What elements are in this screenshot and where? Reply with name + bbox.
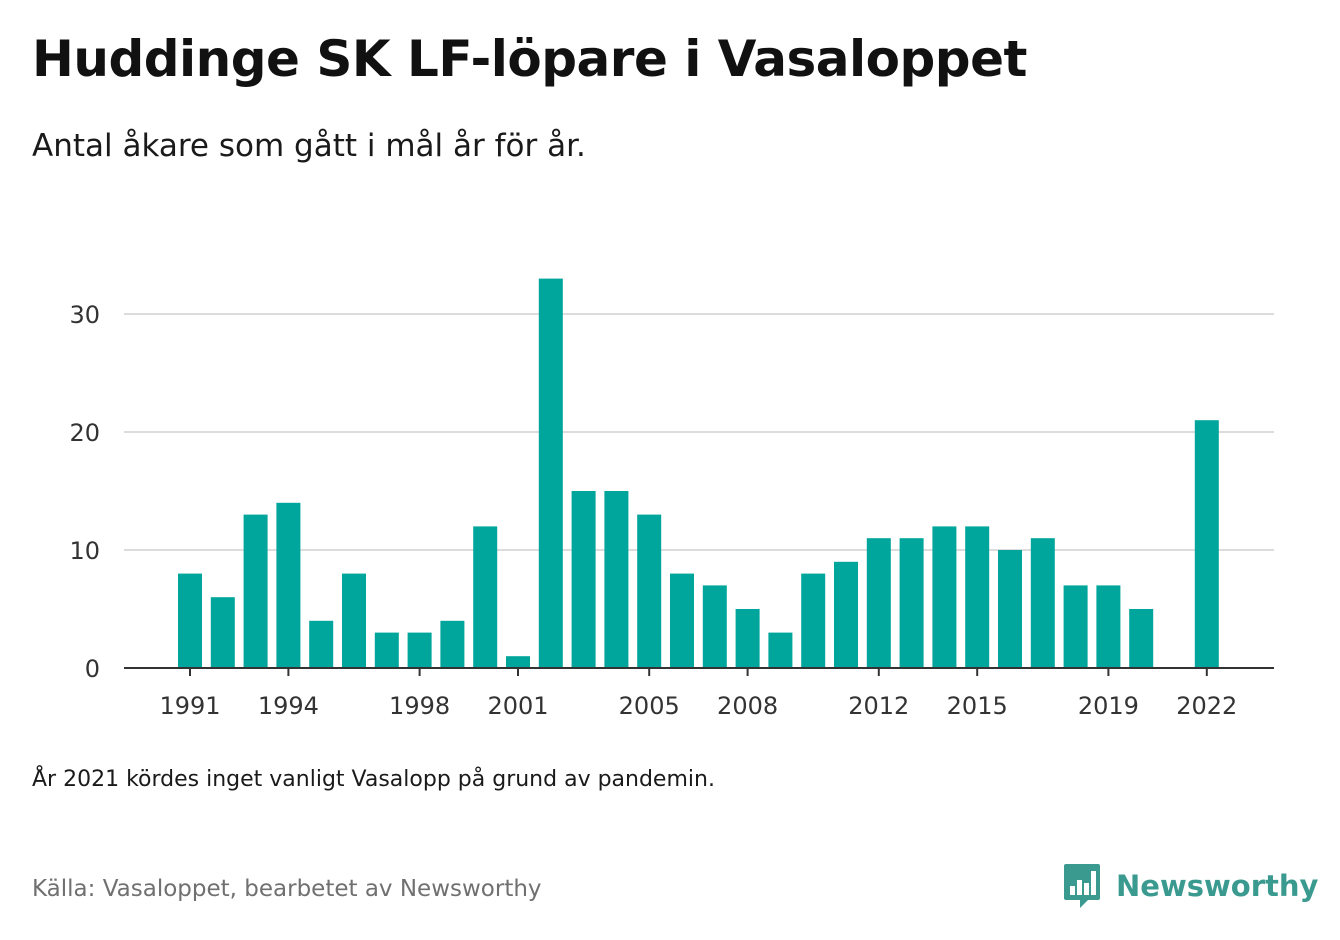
source-credit: Källa: Vasaloppet, bearbetet av Newswort… xyxy=(32,876,542,902)
bar-2007 xyxy=(702,585,727,668)
newsworthy-logo-icon xyxy=(1064,864,1100,908)
bar-1999 xyxy=(440,620,465,668)
bar-1992 xyxy=(210,597,235,668)
y-tick-label: 10 xyxy=(69,537,100,565)
bar-2012 xyxy=(866,538,891,668)
x-tick-label: 1994 xyxy=(258,692,319,720)
bar-2014 xyxy=(932,526,957,668)
bar-1991 xyxy=(178,573,202,668)
bar-2019 xyxy=(1096,585,1121,668)
bar-2020 xyxy=(1129,609,1154,668)
bar-2008 xyxy=(735,609,760,668)
bar-2016 xyxy=(998,550,1022,668)
bar-2009 xyxy=(768,632,793,668)
x-tick-label: 1998 xyxy=(389,692,450,720)
y-tick-label: 20 xyxy=(69,419,100,447)
bar-2001 xyxy=(506,656,530,668)
bar-2004 xyxy=(604,491,629,668)
bar-2006 xyxy=(670,573,694,668)
bar-2003 xyxy=(571,491,596,668)
chart-title: Huddinge SK LF-löpare i Vasaloppet xyxy=(32,30,1027,88)
bar-2017 xyxy=(1030,538,1055,668)
bar-2018 xyxy=(1063,585,1088,668)
bar-1996 xyxy=(342,573,366,668)
x-tick-label: 2008 xyxy=(717,692,778,720)
bar-1994 xyxy=(276,502,301,668)
x-tick-label: 2012 xyxy=(848,692,909,720)
x-tick-label: 2001 xyxy=(487,692,548,720)
x-tick-label: 2015 xyxy=(947,692,1008,720)
y-tick-label: 30 xyxy=(69,301,100,329)
bar-2000 xyxy=(473,526,498,668)
chart-note: År 2021 kördes inget vanligt Vasalopp på… xyxy=(32,767,715,792)
y-tick-label: 0 xyxy=(85,655,100,683)
bar-2013 xyxy=(899,538,924,668)
x-tick-label: 2005 xyxy=(619,692,680,720)
bar-1998 xyxy=(407,632,432,668)
bar-1997 xyxy=(374,632,399,668)
x-tick-label: 2019 xyxy=(1078,692,1139,720)
bar-2015 xyxy=(965,526,990,668)
chart-subtitle: Antal åkare som gått i mål år för år. xyxy=(32,128,586,164)
bar-1993 xyxy=(243,514,268,668)
bar-2022 xyxy=(1194,420,1219,668)
bar-2005 xyxy=(637,514,662,668)
bar-1995 xyxy=(309,620,334,668)
x-tick-label: 1991 xyxy=(159,692,220,720)
bar-2010 xyxy=(801,573,826,668)
brand-logo: Newsworthy xyxy=(1062,862,1318,910)
bar-2002 xyxy=(538,278,563,668)
bar-2011 xyxy=(834,561,858,668)
brand-name: Newsworthy xyxy=(1116,869,1319,903)
x-tick-label: 2022 xyxy=(1176,692,1237,720)
